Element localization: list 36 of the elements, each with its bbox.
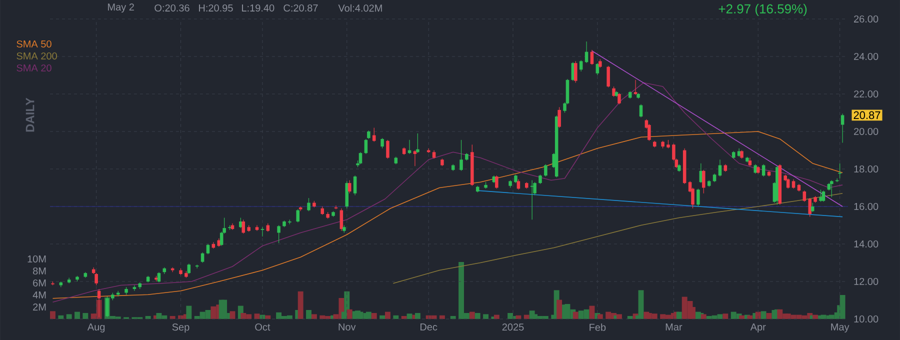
text: May 2 [108,3,134,13]
x-tick-label: Oct [255,324,270,331]
text: C:20.87 [284,4,318,12]
x-tick-label: Apr [750,324,766,332]
x-tick-label: Sep [172,324,190,333]
x-tick-label: 2025 [502,324,524,331]
y2-tick-label: 2M [33,304,46,310]
annotation: 20.87 [854,111,880,120]
x-tick-label: May [831,324,850,332]
text: Vol:4.02M [338,4,382,12]
x-tick-label: Nov [338,324,356,330]
text: +2.97 (16.59%) [718,4,807,16]
text: SMA 200 [16,52,57,60]
text: O:20.36 [154,4,190,12]
text: SMA 50 [16,40,52,48]
y2-tick-label: 8M [33,267,46,275]
text: SMA 20 [16,64,52,72]
text: DAILY [26,98,34,132]
y-tick-label: 10.00 [854,315,878,323]
x-tick-label: Aug [87,324,105,332]
x-tick-label: Dec [420,324,438,330]
y-tick-label: 14.00 [854,240,878,248]
y-tick-label: 16.00 [854,202,878,210]
text: H:20.95 [199,4,233,12]
y2-tick-label: 10M [28,255,46,263]
y-tick-label: 12.00 [854,278,878,286]
x-tick-label: Feb [590,324,606,331]
y-tick-label: 24.00 [854,52,878,60]
y2-tick-label: 6M [33,279,46,287]
text: L:19.40 [242,4,274,12]
y-tick-label: 18.00 [854,165,878,173]
y2-tick-label: 4M [32,292,46,298]
y-tick-label: 26.00 [854,15,878,23]
x-tick-label: Mar [666,324,682,330]
y-tick-label: 20.00 [854,128,878,136]
y-tick-label: 22.00 [854,90,878,98]
